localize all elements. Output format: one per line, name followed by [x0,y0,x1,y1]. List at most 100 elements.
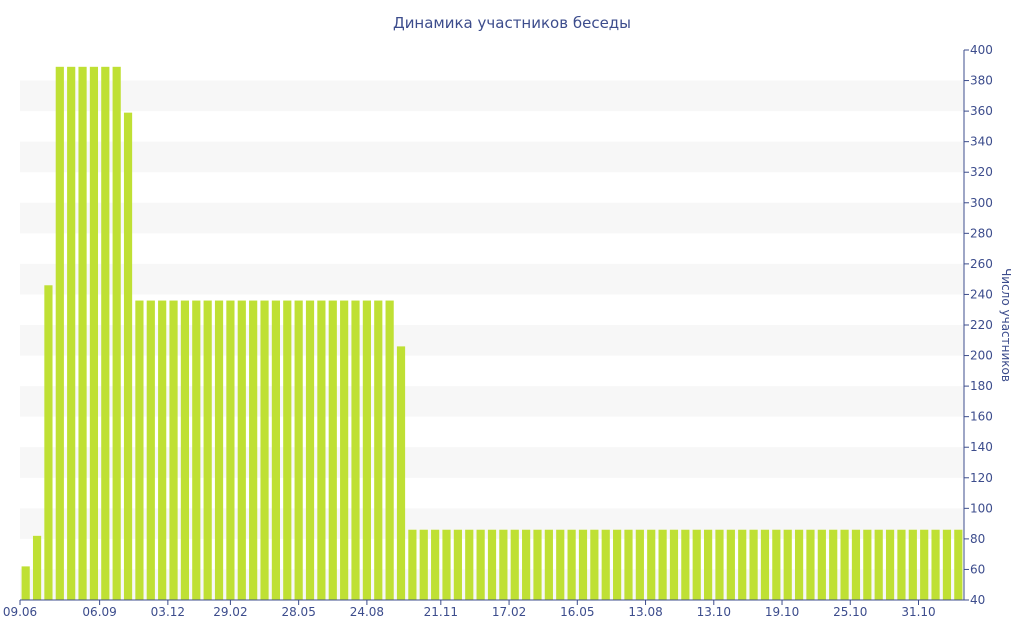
bar[interactable] [897,529,906,600]
bar[interactable] [794,529,804,600]
y-tick-label: 300 [970,196,993,210]
bar[interactable] [271,300,280,600]
bar[interactable] [726,529,735,600]
bar[interactable] [590,529,599,600]
bar[interactable] [203,300,212,600]
bar[interactable] [78,66,87,600]
bar[interactable] [840,529,849,600]
bar[interactable] [135,300,144,600]
bar[interactable] [829,529,838,600]
bar[interactable] [499,529,508,600]
bar[interactable] [476,529,485,600]
bar[interactable] [294,300,303,600]
bar[interactable] [351,300,360,600]
bar[interactable] [669,529,679,600]
bar[interactable] [544,529,553,600]
bar[interactable] [89,66,99,600]
bar[interactable] [942,529,952,600]
bar[interactable] [21,566,30,600]
bar[interactable] [817,529,826,600]
x-tick-label: 06.09 [82,605,116,619]
y-axis-label: Число участников [999,268,1013,382]
y-tick-label: 220 [970,318,993,332]
bar[interactable] [101,66,110,600]
bar[interactable] [874,529,883,600]
bar[interactable] [578,529,588,600]
bar[interactable] [954,529,963,600]
y-tick-label: 140 [970,440,993,454]
bar[interactable] [635,529,644,600]
bar[interactable] [851,529,861,600]
bar[interactable] [374,300,383,600]
bar[interactable] [613,529,622,600]
bar[interactable] [624,529,633,600]
bar[interactable] [237,300,246,600]
bar[interactable] [681,529,690,600]
bar[interactable] [760,529,770,600]
x-tick-label: 03.12 [151,605,185,619]
bar[interactable] [44,285,53,600]
bar[interactable] [704,529,713,600]
bar[interactable] [169,300,178,600]
bar[interactable] [214,300,224,600]
grid-band [20,80,964,112]
bar[interactable] [931,529,940,600]
bar[interactable] [533,529,542,600]
bar[interactable] [146,300,155,600]
bar[interactable] [158,300,167,600]
y-tick-label: 200 [970,349,993,363]
bar[interactable] [453,529,462,600]
grid-band [20,263,964,295]
bar[interactable] [123,112,133,600]
bar[interactable] [487,529,497,600]
bar[interactable] [340,300,349,600]
bar[interactable] [260,300,269,600]
y-tick-label: 180 [970,379,993,393]
bar[interactable] [305,300,315,600]
y-tick-label: 260 [970,257,993,271]
bar[interactable] [32,535,42,600]
bar[interactable] [419,529,428,600]
bar[interactable] [567,529,576,600]
bar[interactable] [920,529,929,600]
bar[interactable] [362,300,371,600]
bar[interactable] [112,66,121,600]
bar[interactable] [715,529,724,600]
bar[interactable] [772,529,781,600]
bar[interactable] [556,529,565,600]
bar[interactable] [749,529,758,600]
bar[interactable] [692,529,701,600]
bar[interactable] [67,66,76,600]
grid-band [20,141,964,173]
bar[interactable] [658,529,667,600]
bar[interactable] [192,300,201,600]
bar[interactable] [55,66,64,600]
bar[interactable] [408,529,417,600]
y-tick-label: 120 [970,471,993,485]
bar[interactable] [465,529,474,600]
x-tick-label: 13.10 [697,605,731,619]
bar[interactable] [396,346,406,600]
bar[interactable] [783,529,792,600]
x-tick-label: 13.08 [628,605,662,619]
bar[interactable] [908,529,917,600]
bar[interactable] [442,529,451,600]
bar[interactable] [180,300,190,600]
bar[interactable] [806,529,815,600]
bar[interactable] [249,300,258,600]
bar[interactable] [317,300,326,600]
bar[interactable] [431,529,440,600]
bar[interactable] [863,529,872,600]
bar[interactable] [226,300,235,600]
bar[interactable] [510,529,519,600]
bar[interactable] [885,529,895,600]
bar[interactable] [738,529,747,600]
bar[interactable] [601,529,610,600]
y-tick-label: 340 [970,135,993,149]
bar[interactable] [283,300,292,600]
bar[interactable] [647,529,656,600]
bar[interactable] [385,300,394,600]
bar[interactable] [522,529,531,600]
bar[interactable] [328,300,337,600]
